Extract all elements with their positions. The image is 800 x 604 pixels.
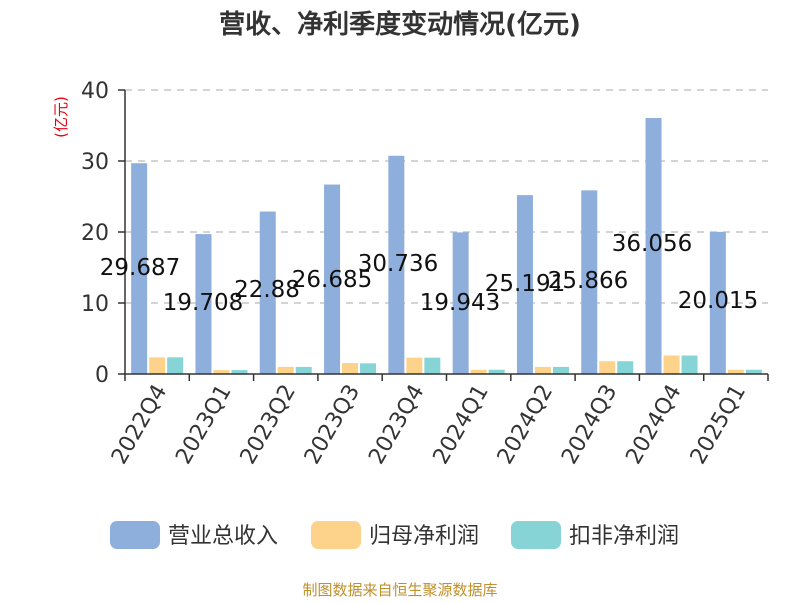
data-label: 36.056 [612, 231, 692, 257]
x-tick-label: 2023Q1 [171, 381, 236, 469]
y-tick-label: 20 [81, 221, 109, 246]
legend-swatch [311, 521, 361, 549]
bar-deducted-net-profit [295, 366, 312, 374]
bar-net-profit [213, 370, 230, 374]
bar-revenue [709, 231, 726, 374]
bar-deducted-net-profit [360, 363, 377, 374]
bar-deducted-net-profit [681, 355, 698, 374]
bar-deducted-net-profit [424, 357, 441, 374]
y-tick-label: 40 [81, 79, 109, 104]
bar-revenue [581, 190, 598, 374]
y-axis-label: (亿元) [52, 96, 70, 138]
bar-net-profit [149, 357, 166, 374]
x-tick-label: 2023Q3 [300, 381, 365, 469]
x-tick-label: 2022Q4 [107, 381, 172, 469]
bar-revenue [324, 184, 341, 374]
bar-net-profit [663, 355, 680, 374]
x-tick-label: 2023Q4 [364, 381, 429, 469]
bar-deducted-net-profit [488, 369, 505, 374]
bar-net-profit [534, 366, 551, 374]
legend-swatch [110, 521, 160, 549]
bars [131, 118, 762, 374]
legend-swatch [511, 521, 561, 549]
data-label: 30.736 [358, 251, 438, 277]
y-tick-label: 10 [81, 292, 109, 317]
x-tick-label: 2023Q2 [236, 381, 301, 469]
x-tick-label: 2025Q1 [686, 381, 751, 469]
chart-title: 营收、净利季度变动情况(亿元) [219, 9, 581, 40]
bar-revenue [516, 195, 533, 374]
bar-deducted-net-profit [745, 369, 762, 374]
bar-net-profit [727, 369, 744, 374]
data-label: 29.687 [100, 255, 180, 281]
gridlines [125, 89, 768, 304]
x-tick-label: 2024Q1 [429, 381, 494, 469]
bar-net-profit [277, 366, 294, 374]
legend-label: 扣非净利润 [569, 524, 679, 549]
y-tick-label: 0 [95, 363, 109, 388]
bar-revenue [131, 163, 148, 374]
bar-deducted-net-profit [167, 357, 184, 374]
data-label: 25.866 [548, 268, 628, 294]
bar-net-profit [342, 362, 359, 374]
bar-revenue [645, 118, 662, 374]
bar-revenue [195, 234, 212, 374]
y-tick-label: 30 [81, 150, 109, 175]
bar-revenue [259, 211, 276, 374]
bar-net-profit [406, 357, 423, 374]
bar-deducted-net-profit [617, 361, 634, 374]
legend: 营业总收入 归母净利润 扣非净利润 [110, 521, 679, 549]
bar-net-profit [599, 361, 616, 374]
legend-label: 归母净利润 [369, 524, 479, 549]
legend-label: 营业总收入 [168, 524, 278, 549]
data-label: 19.943 [420, 290, 500, 316]
bar-deducted-net-profit [231, 370, 248, 374]
data-label: 19.708 [163, 290, 243, 316]
x-tick-label: 2024Q3 [557, 381, 622, 469]
bar-deducted-net-profit [552, 366, 569, 374]
bar-revenue [452, 232, 469, 374]
data-label: 26.685 [292, 267, 372, 293]
data-label: 20.015 [678, 288, 758, 314]
bar-revenue [388, 155, 405, 374]
source-note: 制图数据来自恒生聚源数据库 [302, 581, 497, 599]
x-tick-label: 2024Q4 [621, 381, 686, 469]
x-tick-label: 2024Q2 [493, 381, 558, 469]
bar-net-profit [470, 369, 487, 374]
data-label: 25.191 [485, 271, 565, 297]
data-label: 22.88 [234, 277, 300, 303]
